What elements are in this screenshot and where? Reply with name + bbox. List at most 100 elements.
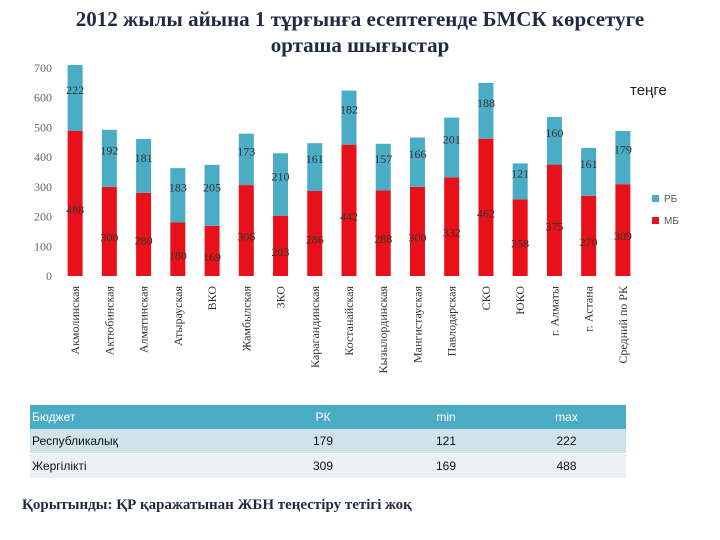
bar-mb xyxy=(170,222,186,276)
bar-mb xyxy=(273,215,289,276)
table-cell: 222 xyxy=(507,429,626,454)
table-cell: 169 xyxy=(385,453,507,479)
data-label-mb: 332 xyxy=(443,226,461,240)
bar-mb xyxy=(546,164,562,276)
data-label-rb: 181 xyxy=(135,151,153,165)
data-label-rb: 222 xyxy=(66,83,84,97)
data-label-rb: 160 xyxy=(545,126,563,140)
data-label-rb: 161 xyxy=(306,152,324,166)
category-label: Алматинская xyxy=(137,286,151,354)
table-cell: 309 xyxy=(261,453,385,479)
data-label-rb: 188 xyxy=(477,96,495,110)
data-label-mb: 180 xyxy=(169,248,187,262)
data-label-rb: 182 xyxy=(340,103,358,117)
chart-title: 2012 жылы айына 1 тұрғынға есептегенде Б… xyxy=(0,6,720,58)
table-header-min: min xyxy=(385,405,507,429)
data-label-mb: 300 xyxy=(408,230,426,244)
data-label-mb: 309 xyxy=(614,229,632,243)
bar-rb xyxy=(136,139,152,193)
table-header-rk: РК xyxy=(261,405,385,429)
bar-mb xyxy=(101,186,117,276)
bar-rb xyxy=(101,129,117,187)
bar-mb xyxy=(409,186,425,276)
category-label: ЮКО xyxy=(513,286,527,315)
data-label-mb: 488 xyxy=(66,202,84,216)
table-row: Жергілікті 309 169 488 xyxy=(30,453,626,479)
bar-rb xyxy=(238,133,254,186)
bar-rb xyxy=(273,153,289,216)
data-label-mb: 280 xyxy=(135,233,153,247)
bar-mb xyxy=(581,195,597,276)
data-label-mb: 462 xyxy=(477,206,495,220)
y-tick-label: 0 xyxy=(46,269,52,283)
y-tick-label: 400 xyxy=(34,150,52,164)
category-label: Средний по РК xyxy=(616,285,630,364)
category-label: Акмолинская xyxy=(68,286,82,355)
bar-rb xyxy=(615,130,631,185)
data-label-mb: 375 xyxy=(545,219,563,233)
data-label-mb: 258 xyxy=(511,237,529,251)
table-row: Республикалық 179 121 222 xyxy=(30,429,626,454)
bar-mb xyxy=(136,192,152,276)
bar-rb xyxy=(341,90,357,145)
data-label-mb: 203 xyxy=(272,245,290,259)
category-label: Актюбинская xyxy=(102,286,116,356)
category-label: Павлодарская xyxy=(445,286,459,357)
bar-rb xyxy=(512,163,528,200)
stacked-bar-chart: 0 100 200 300 400 500 600 700 488 222 Акмолинская 3… xyxy=(34,61,679,374)
data-label-rb: 201 xyxy=(443,132,461,146)
category-label: г. Алматы xyxy=(547,286,561,336)
category-label: Жамбылская xyxy=(239,286,253,352)
table-cell: 488 xyxy=(507,453,626,479)
bar-rb xyxy=(409,137,425,187)
y-tick-label: 300 xyxy=(34,180,52,194)
bar-mb xyxy=(615,184,631,276)
legend-label-mb: МБ xyxy=(664,216,679,227)
data-label-mb: 442 xyxy=(340,209,358,223)
category-label: Мангистауская xyxy=(410,286,424,363)
bar-rb xyxy=(375,143,391,191)
table-cell: Жергілікті xyxy=(30,453,261,479)
data-label-rb: 183 xyxy=(169,180,187,194)
bar-mb xyxy=(444,177,460,276)
table-cell: 121 xyxy=(385,429,507,454)
data-label-rb: 161 xyxy=(580,157,598,171)
data-label-mb: 306 xyxy=(237,230,255,244)
data-label-rb: 157 xyxy=(374,152,392,166)
data-label-mb: 169 xyxy=(203,250,221,264)
data-label-mb: 300 xyxy=(100,230,118,244)
y-tick-label: 100 xyxy=(34,239,52,253)
table-header-budget: Бюджет xyxy=(30,405,261,429)
y-tick-label: 600 xyxy=(34,91,52,105)
category-label: ВКО xyxy=(205,286,219,311)
bar-mb xyxy=(204,225,220,276)
bar-rb xyxy=(307,143,323,192)
bar-rb xyxy=(170,168,186,223)
y-tick-label: 200 xyxy=(34,210,52,224)
bar-rb xyxy=(546,117,562,165)
table-cell: Республикалық xyxy=(30,429,261,454)
bar-mb xyxy=(341,144,357,276)
bar-rb xyxy=(444,117,460,178)
bar-mb xyxy=(307,191,323,276)
budget-table: Бюджет РК min max Республикалық 179 121 … xyxy=(30,405,626,479)
bar-rb xyxy=(204,164,220,226)
bar-rb xyxy=(478,82,494,139)
bar-mb xyxy=(512,199,528,276)
bar-mb xyxy=(375,190,391,276)
table-header-max: max xyxy=(507,405,626,429)
legend-swatch-rb xyxy=(652,195,659,202)
legend-swatch-mb xyxy=(652,217,659,224)
category-label: СКО xyxy=(479,286,493,311)
category-label: Кызылординская xyxy=(376,286,390,374)
category-label: Атырауская xyxy=(171,286,185,346)
title-line-2: орташа шығыстар xyxy=(270,33,450,57)
table-header-row: Бюджет РК min max xyxy=(30,405,626,429)
data-label-rb: 173 xyxy=(237,144,255,158)
unit-label: теңге xyxy=(630,82,667,99)
title-line-1: 2012 жылы айына 1 тұрғынға есептегенде Б… xyxy=(75,7,645,31)
category-label: ЗКО xyxy=(274,286,288,309)
data-label-rb: 179 xyxy=(614,143,632,157)
data-label-mb: 288 xyxy=(374,232,392,246)
y-tick-label: 500 xyxy=(34,120,52,134)
